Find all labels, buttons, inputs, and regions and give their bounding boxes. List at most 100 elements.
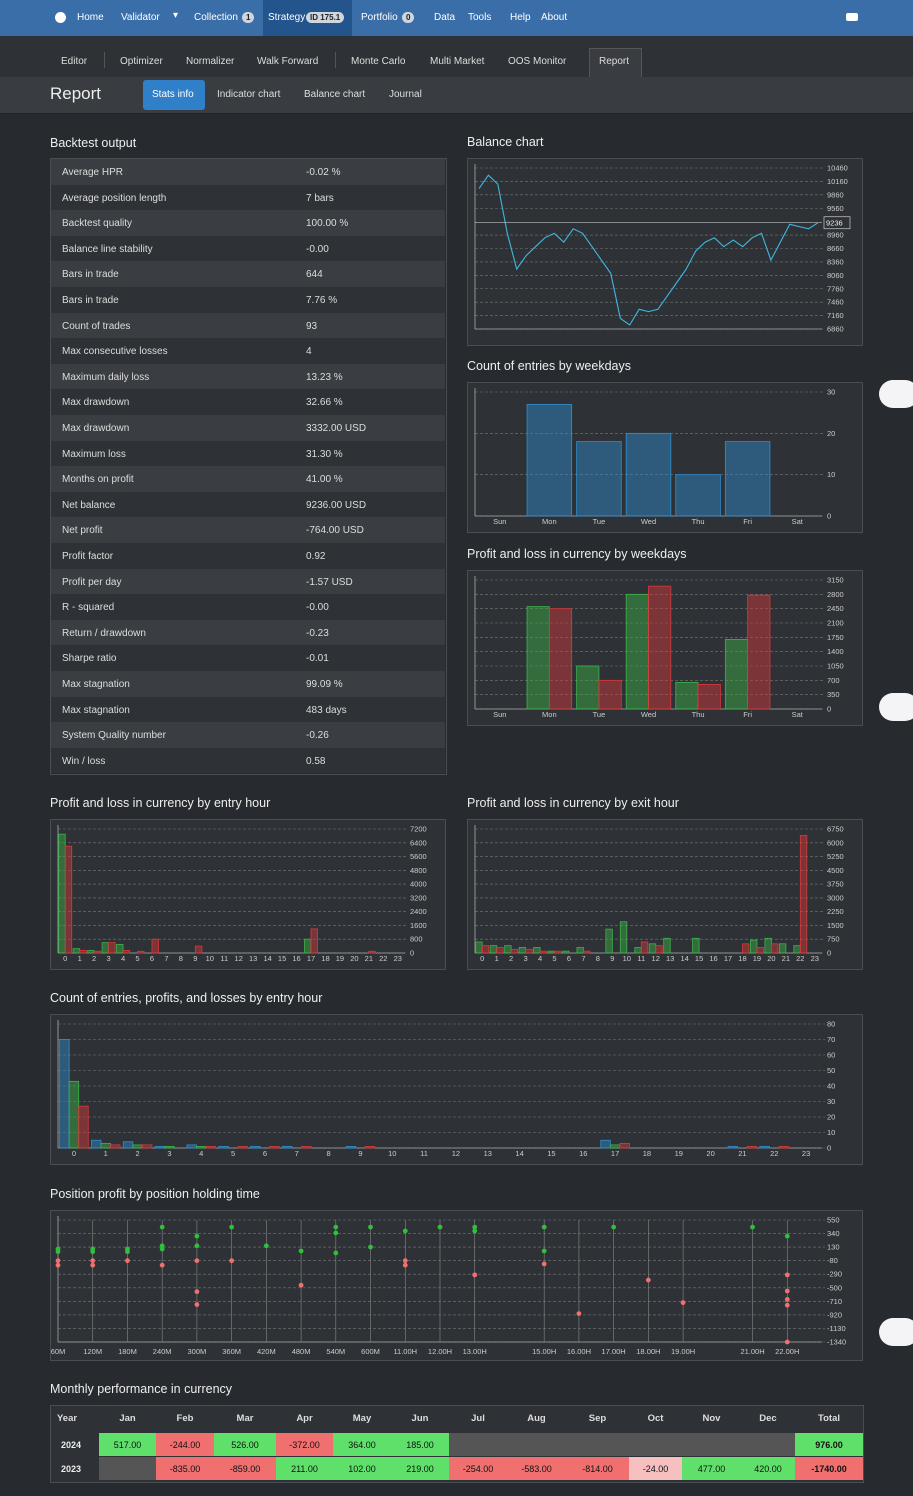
stat-label: Win / loss	[62, 755, 106, 767]
x-tick-label: 8	[179, 954, 183, 963]
cap-icon[interactable]	[846, 13, 858, 21]
nav-tools[interactable]: Tools	[468, 12, 492, 23]
nav-help[interactable]: Help	[510, 12, 531, 23]
bar	[793, 945, 801, 954]
float-button[interactable]	[879, 693, 913, 721]
bar	[526, 403, 573, 517]
float-button[interactable]	[879, 1318, 913, 1346]
subtab[interactable]: Stats info	[152, 89, 194, 100]
stat-value: 644	[306, 269, 323, 281]
point	[611, 1224, 617, 1230]
tab[interactable]: Walk Forward	[257, 56, 319, 67]
y-tick-label: 6750	[827, 825, 844, 834]
badge: 1	[242, 12, 255, 23]
y-tick-label: 6000	[827, 838, 844, 847]
nav-collection[interactable]: Collection	[194, 12, 238, 23]
nav-strategy[interactable]: Strategy	[268, 12, 306, 23]
y-tick-label: 30	[827, 388, 835, 397]
stat-label: Return / drawdown	[62, 627, 146, 639]
x-tick-label: 4	[199, 1149, 203, 1158]
x-tick-label: Wed	[641, 517, 656, 526]
month-header: Year	[57, 1413, 78, 1424]
stat-label: System Quality number	[62, 730, 166, 742]
y-tick-label: 350	[827, 690, 840, 699]
bar	[759, 1146, 770, 1149]
stat-value: 9236.00 USD	[306, 499, 367, 511]
stats-row: Net balance 9236.00 USD	[51, 491, 445, 518]
stat-label: Bars in trade	[62, 269, 119, 281]
y-tick-label: 2800	[827, 590, 844, 599]
nav-data[interactable]: Data	[434, 12, 456, 23]
bar	[609, 1144, 621, 1149]
subtab[interactable]: Indicator chart	[217, 89, 281, 100]
bar	[663, 937, 671, 954]
bar	[778, 943, 787, 954]
x-tick-label: 360M	[222, 1347, 241, 1356]
month-header: Nov	[702, 1413, 721, 1424]
stats-table: Average HPR -0.02 % Average position lengt…	[50, 158, 447, 775]
point	[472, 1224, 478, 1230]
nav-portfolio[interactable]: Portfolio	[361, 12, 398, 23]
y-tick-label: 60	[827, 1051, 835, 1060]
tab[interactable]: Multi Market	[430, 56, 485, 67]
bar	[547, 950, 555, 954]
nav-validator[interactable]: Validator	[121, 12, 160, 23]
x-tick-label: 17	[307, 954, 315, 963]
month-cell: -859.00	[214, 1457, 276, 1480]
bar	[301, 1146, 312, 1149]
home-icon[interactable]	[55, 12, 66, 23]
x-tick-label: 9	[193, 954, 197, 963]
caret[interactable]: ▾	[173, 10, 179, 21]
bar	[504, 945, 512, 954]
tab[interactable]: Editor	[61, 56, 88, 67]
bar	[91, 1139, 102, 1149]
tab[interactable]: Optimizer	[120, 56, 163, 67]
tab-bar	[0, 36, 913, 78]
x-tick-label: 13	[484, 1149, 492, 1158]
bar	[554, 950, 562, 954]
stat-value: -764.00 USD	[306, 525, 364, 537]
subtab[interactable]: Journal	[389, 89, 422, 100]
point	[55, 1262, 61, 1268]
bar	[205, 1146, 216, 1149]
x-tick-label: Sun	[493, 710, 506, 719]
bar	[799, 835, 808, 954]
y-tick-label: 7160	[827, 311, 844, 320]
report-title: Report	[50, 84, 102, 103]
tab[interactable]: OOS Monitor	[508, 56, 567, 67]
bar	[724, 441, 771, 517]
month-cell: -372.00	[276, 1433, 333, 1456]
tab[interactable]: Monte Carlo	[351, 56, 406, 67]
y-tick-label: 7760	[827, 284, 844, 293]
tab[interactable]: Normalizer	[186, 56, 235, 67]
x-tick-label: 13	[666, 954, 674, 963]
x-tick-label: Sat	[792, 710, 804, 719]
month-cell: 364.00	[333, 1433, 391, 1456]
point	[55, 1249, 61, 1255]
y-tick-label: -920	[827, 1310, 842, 1319]
y-tick-label: 2250	[827, 907, 844, 916]
month-cell: 517.00	[99, 1433, 156, 1456]
x-tick-label: 3	[167, 1149, 171, 1158]
point	[125, 1249, 130, 1255]
point	[263, 1243, 269, 1249]
point	[159, 1262, 165, 1268]
x-tick-label: 8	[326, 1149, 330, 1158]
tab[interactable]: Report	[599, 56, 630, 67]
x-tick-label: 120M	[83, 1347, 102, 1356]
bar	[640, 941, 649, 954]
nav-about[interactable]: About	[541, 12, 568, 23]
x-tick-label: Mon	[542, 517, 557, 526]
point	[576, 1311, 582, 1316]
bar	[526, 606, 550, 710]
nav-home[interactable]: Home	[77, 12, 104, 23]
month-header: Oct	[647, 1413, 664, 1424]
point	[333, 1230, 339, 1236]
float-button[interactable]	[879, 380, 913, 408]
stats-row: Average HPR -0.02 %	[51, 159, 445, 185]
month-cell: -1740.00	[795, 1457, 863, 1480]
subtab[interactable]: Balance chart	[304, 89, 366, 100]
month-cell: 102.00	[333, 1457, 391, 1480]
sep	[104, 52, 105, 68]
x-tick-label: 23	[802, 1149, 810, 1158]
